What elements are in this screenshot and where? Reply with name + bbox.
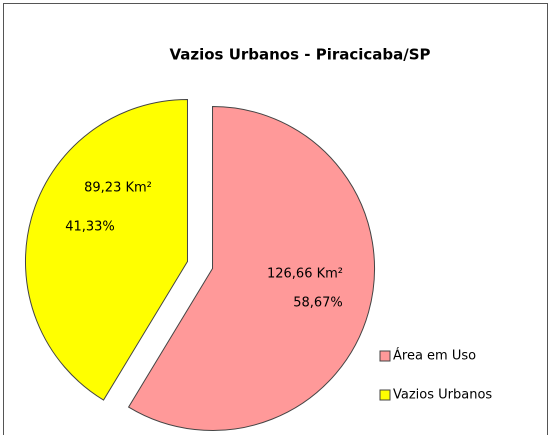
chart-title: Vazios Urbanos - Piracicaba/SP — [169, 46, 430, 64]
value-label: 89,23 Km² — [84, 181, 152, 196]
value-label: 126,66 Km² — [267, 267, 343, 282]
pie-slice — [24, 99, 188, 401]
legend-swatch — [379, 389, 391, 401]
percent-label: 58,67% — [293, 296, 343, 311]
percent-label: 41,33% — [65, 220, 115, 235]
legend-label: Área em Uso — [393, 348, 476, 364]
legend-swatch — [379, 350, 391, 362]
legend-label: Vazios Urbanos — [393, 388, 492, 403]
pie-slice — [127, 105, 375, 431]
